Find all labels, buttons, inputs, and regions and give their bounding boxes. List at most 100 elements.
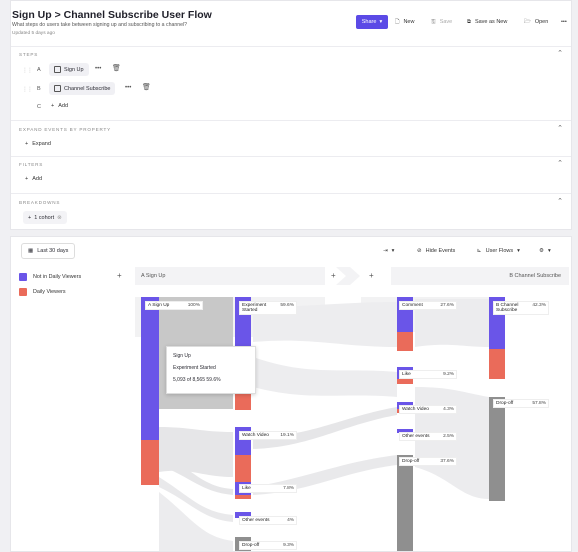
report-description[interactable]: What steps do users take between signing… — [12, 22, 188, 28]
chevron-down-icon: ▾ — [379, 19, 383, 25]
save-as-new-button[interactable]: ⧉ Save as New — [467, 15, 507, 29]
node-label-signup[interactable]: A Sign Up 100% — [145, 301, 203, 310]
export-button[interactable]: ⇥ ▾ — [383, 244, 394, 258]
flows-chart-panel: ▦ Last 30 days ⇥ ▾ ⊘ Hide Events ⊾ User … — [10, 236, 572, 552]
add-column-button[interactable]: + — [117, 271, 122, 280]
new-button[interactable]: 🗋 New — [395, 15, 414, 29]
node-bar-comment-orange[interactable] — [397, 332, 413, 351]
node-bar-like1-orange[interactable] — [235, 495, 251, 499]
expand-button[interactable]: + Expand — [25, 141, 51, 147]
node-pct: 57.8% — [532, 401, 546, 406]
column-header-step-b: B Channel Subscribe — [391, 267, 569, 285]
node-label-comment[interactable]: Comment 27.6% — [399, 301, 457, 310]
trash-icon[interactable]: 🗑 — [142, 84, 151, 91]
add-filter-button[interactable]: + Add — [25, 176, 42, 182]
step-event-sign-up[interactable]: Sign Up — [49, 63, 89, 76]
legend-item-daily[interactable]: Daily Viewers — [19, 288, 66, 296]
chart-icon: ⊾ — [477, 248, 482, 254]
node-bar-like2-orange[interactable] — [397, 379, 413, 384]
updated-timestamp: Updated 5 days ago — [12, 31, 55, 36]
plus-icon: + — [25, 176, 29, 182]
add-column-button[interactable]: + — [331, 271, 336, 280]
node-label-watch-video[interactable]: Watch Video 19.1% — [239, 431, 297, 440]
tooltip-target: Experiment Started — [173, 365, 216, 371]
drag-handle-icon[interactable]: ⋮⋮ — [22, 68, 33, 74]
column-arrows — [236, 267, 360, 285]
node-bar-dropoff3[interactable] — [489, 397, 505, 501]
drag-handle-icon[interactable]: ⋮⋮ — [22, 87, 33, 93]
column-header-label: A Sign Up — [141, 273, 166, 279]
node-label-dropoff[interactable]: Drop-off 9.3% — [239, 541, 297, 550]
node-label-other-events[interactable]: Other events 4% — [239, 516, 297, 525]
node-label-dropoff3[interactable]: Drop-off 57.8% — [493, 399, 549, 408]
more-options-button[interactable]: ••• — [561, 15, 567, 29]
add-column-button[interactable]: + — [369, 271, 374, 280]
tooltip-source: Sign Up — [173, 353, 191, 359]
step-more-button[interactable]: ••• — [95, 66, 102, 72]
divider — [11, 156, 571, 157]
node-name: A Sign Up — [148, 303, 170, 308]
save-as-new-label: Save as New — [474, 19, 508, 25]
plus-icon: + — [25, 141, 29, 147]
folder-icon: 🗁 — [524, 18, 531, 25]
node-name: Watch Video — [402, 407, 429, 412]
divider — [11, 120, 571, 121]
share-button[interactable]: Share ▾ — [356, 15, 388, 29]
node-pct: 100% — [187, 303, 200, 308]
trash-icon[interactable]: 🗑 — [112, 65, 121, 72]
step-more-button[interactable]: ••• — [125, 85, 132, 91]
collapse-filters-chevron-icon[interactable]: ⌃ — [557, 160, 563, 167]
expand-label: Expand — [32, 141, 51, 147]
node-label-other-events2[interactable]: Other events 2.5% — [399, 432, 457, 441]
node-label-like[interactable]: Like 7.8% — [239, 484, 297, 493]
node-name: B Channel Subscribe — [496, 303, 519, 313]
node-label-watch-video2[interactable]: Watch Video 4.3% — [399, 405, 457, 414]
hide-events-button[interactable]: ⊘ Hide Events — [417, 244, 455, 258]
user-flows-button[interactable]: ⊾ User Flows ▾ — [477, 244, 520, 258]
eye-off-icon: ⊘ — [417, 248, 422, 254]
node-label-dropoff2[interactable]: Drop-off 37.6% — [399, 457, 457, 466]
node-bar-other2[interactable] — [397, 429, 413, 433]
close-icon[interactable]: ⊗ — [57, 214, 62, 221]
node-bar-chansub-orange[interactable] — [489, 349, 505, 379]
date-range-button[interactable]: ▦ Last 30 days — [21, 243, 76, 259]
chevron-down-icon: ▾ — [391, 248, 395, 254]
legend-label: Daily Viewers — [33, 289, 66, 295]
legend-item-not-daily[interactable]: Not in Daily Viewers — [19, 273, 81, 281]
copy-icon: ⧉ — [467, 18, 471, 25]
node-name: Watch Video — [242, 433, 269, 438]
query-builder-panel: Sign Up > Channel Subscribe User Flow Wh… — [10, 0, 572, 230]
save-button[interactable]: 🖫 Save — [431, 15, 452, 29]
node-pct: 9.2% — [443, 372, 454, 377]
cohort-breakdown-chip[interactable]: + 1 cohort ⊗ — [23, 211, 67, 224]
tooltip-count: 5,093 of 8,565 59.6% — [173, 377, 221, 383]
node-label-like2[interactable]: Like 9.2% — [399, 370, 457, 379]
collapse-expand-chevron-icon[interactable]: ⌃ — [557, 125, 563, 132]
legend-swatch — [19, 288, 27, 296]
node-label-experiment-started[interactable]: Experiment Started 59.6% — [239, 301, 297, 315]
settings-button[interactable]: ⚙ ▾ — [539, 244, 551, 258]
node-name: Drop-off — [402, 459, 420, 464]
open-button[interactable]: 🗁 Open — [524, 15, 548, 29]
user-flows-label: User Flows — [485, 248, 514, 254]
collapse-breakdowns-chevron-icon[interactable]: ⌃ — [557, 198, 563, 205]
node-name: Drop-off — [496, 401, 514, 406]
node-bar-dropoff2[interactable] — [397, 455, 413, 551]
plus-icon: + — [51, 103, 55, 109]
node-pct: 37.6% — [440, 459, 454, 464]
node-bar-signup-purple[interactable] — [141, 297, 159, 440]
add-step-button[interactable]: + Add — [51, 103, 68, 109]
node-bar-other1[interactable] — [235, 512, 251, 518]
collapse-steps-chevron-icon[interactable]: ⌃ — [557, 50, 563, 57]
legend-label: Not in Daily Viewers — [33, 274, 82, 280]
export-icon: ⇥ — [383, 248, 388, 254]
step-letter: B — [37, 86, 41, 92]
node-label-channel-subscribe[interactable]: B Channel Subscribe 42.3% — [493, 301, 549, 315]
column-header-label: B Channel Subscribe — [509, 273, 561, 279]
node-bar-signup-orange[interactable] — [141, 440, 159, 485]
report-title[interactable]: Sign Up > Channel Subscribe User Flow — [12, 9, 212, 21]
event-icon — [54, 85, 61, 92]
column-header-step-a: A Sign Up — [135, 267, 325, 285]
step-letter: A — [37, 67, 41, 73]
step-event-channel-subscribe[interactable]: Channel Subscribe — [49, 82, 116, 95]
